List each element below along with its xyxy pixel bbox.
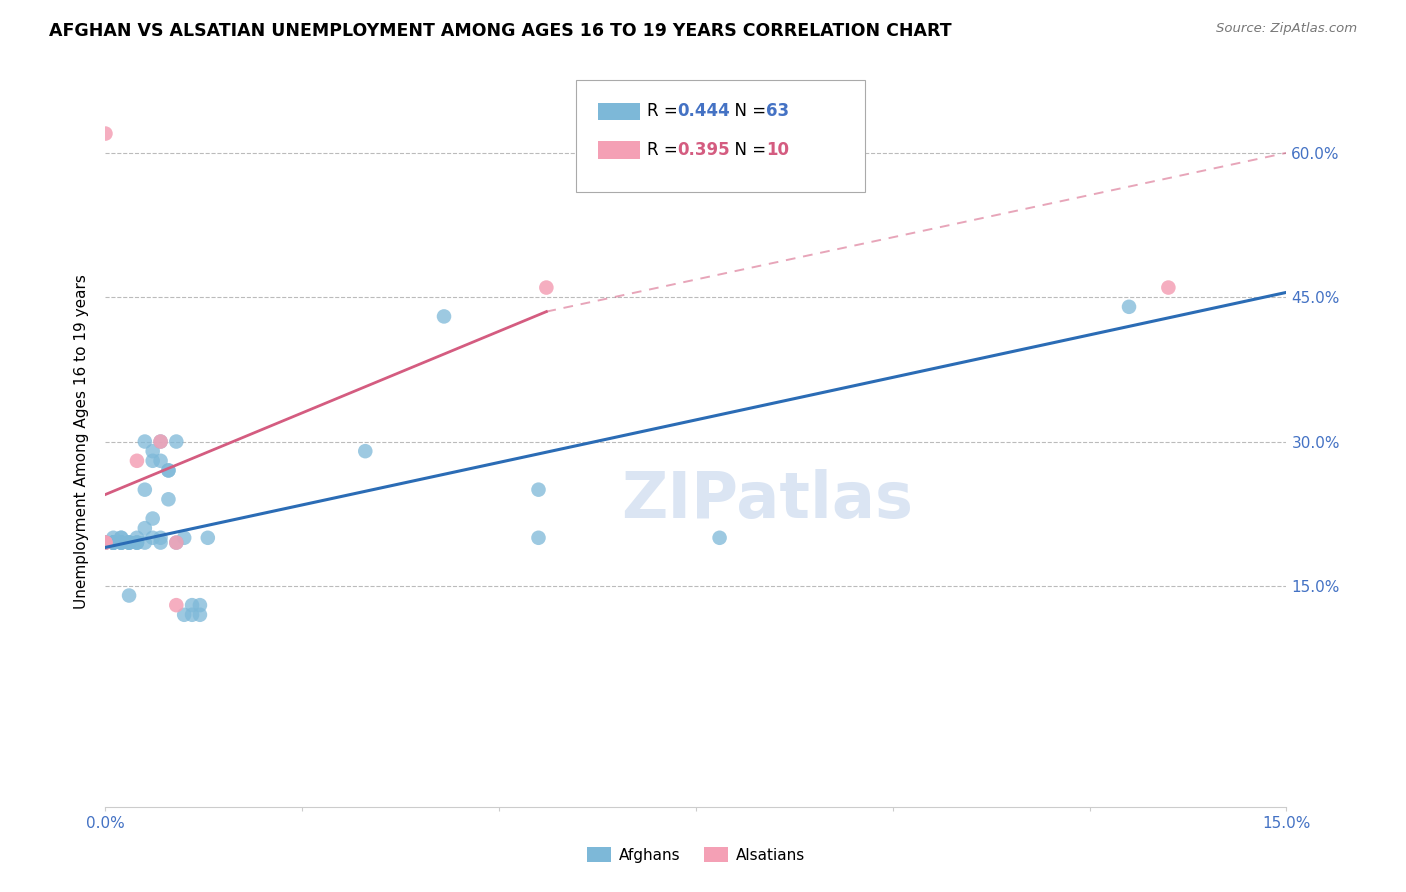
Point bbox=[157, 463, 180, 477]
Point bbox=[433, 310, 456, 324]
Text: 0.444: 0.444 bbox=[678, 103, 731, 120]
Text: ZIPatlas: ZIPatlas bbox=[621, 469, 912, 531]
Point bbox=[165, 535, 187, 549]
Point bbox=[94, 535, 117, 549]
Point bbox=[165, 598, 187, 612]
Point bbox=[110, 535, 132, 549]
Point bbox=[125, 535, 148, 549]
Point bbox=[118, 535, 141, 549]
Point bbox=[94, 535, 117, 549]
Point bbox=[536, 280, 558, 294]
Point bbox=[527, 483, 550, 497]
Point bbox=[181, 607, 204, 622]
Point bbox=[149, 434, 172, 449]
Point bbox=[527, 531, 550, 545]
Point bbox=[103, 535, 125, 549]
Point bbox=[125, 535, 148, 549]
Point bbox=[94, 127, 117, 141]
Point bbox=[142, 444, 165, 458]
Point bbox=[103, 535, 125, 549]
Point bbox=[125, 531, 148, 545]
Point bbox=[354, 444, 377, 458]
Text: R =: R = bbox=[647, 141, 683, 159]
Point bbox=[157, 463, 180, 477]
Point bbox=[142, 511, 165, 525]
Point bbox=[125, 535, 148, 549]
Point bbox=[134, 483, 156, 497]
Point bbox=[134, 535, 156, 549]
Point bbox=[149, 531, 172, 545]
Point bbox=[134, 521, 156, 535]
Y-axis label: Unemployment Among Ages 16 to 19 years: Unemployment Among Ages 16 to 19 years bbox=[75, 274, 90, 609]
Point bbox=[709, 531, 731, 545]
Legend: Afghans, Alsatians: Afghans, Alsatians bbox=[581, 841, 811, 869]
Point bbox=[118, 589, 141, 603]
Point bbox=[118, 535, 141, 549]
Point bbox=[188, 607, 211, 622]
Point bbox=[157, 492, 180, 507]
Point bbox=[118, 535, 141, 549]
Point bbox=[1118, 300, 1140, 314]
Text: 0.395: 0.395 bbox=[678, 141, 730, 159]
Point bbox=[134, 434, 156, 449]
Point bbox=[94, 535, 117, 549]
Point bbox=[103, 531, 125, 545]
Text: 63: 63 bbox=[766, 103, 789, 120]
Point bbox=[173, 607, 195, 622]
Text: Source: ZipAtlas.com: Source: ZipAtlas.com bbox=[1216, 22, 1357, 36]
Point bbox=[1157, 280, 1180, 294]
Point bbox=[110, 535, 132, 549]
Point bbox=[110, 531, 132, 545]
Point bbox=[110, 535, 132, 549]
Point bbox=[118, 535, 141, 549]
Point bbox=[188, 598, 211, 612]
Point bbox=[142, 454, 165, 468]
Point bbox=[173, 531, 195, 545]
Text: N =: N = bbox=[724, 103, 772, 120]
Point bbox=[103, 535, 125, 549]
Point bbox=[110, 535, 132, 549]
Point bbox=[165, 434, 187, 449]
Point bbox=[149, 454, 172, 468]
Text: R =: R = bbox=[647, 103, 683, 120]
Text: N =: N = bbox=[724, 141, 772, 159]
Point bbox=[103, 535, 125, 549]
Point bbox=[165, 535, 187, 549]
Point bbox=[125, 454, 148, 468]
Point bbox=[103, 535, 125, 549]
Text: AFGHAN VS ALSATIAN UNEMPLOYMENT AMONG AGES 16 TO 19 YEARS CORRELATION CHART: AFGHAN VS ALSATIAN UNEMPLOYMENT AMONG AG… bbox=[49, 22, 952, 40]
Text: 10: 10 bbox=[766, 141, 789, 159]
Point bbox=[142, 531, 165, 545]
Point bbox=[181, 598, 204, 612]
Point bbox=[149, 535, 172, 549]
Point bbox=[94, 535, 117, 549]
Point bbox=[197, 531, 219, 545]
Point bbox=[149, 434, 172, 449]
Point bbox=[103, 535, 125, 549]
Point bbox=[110, 531, 132, 545]
